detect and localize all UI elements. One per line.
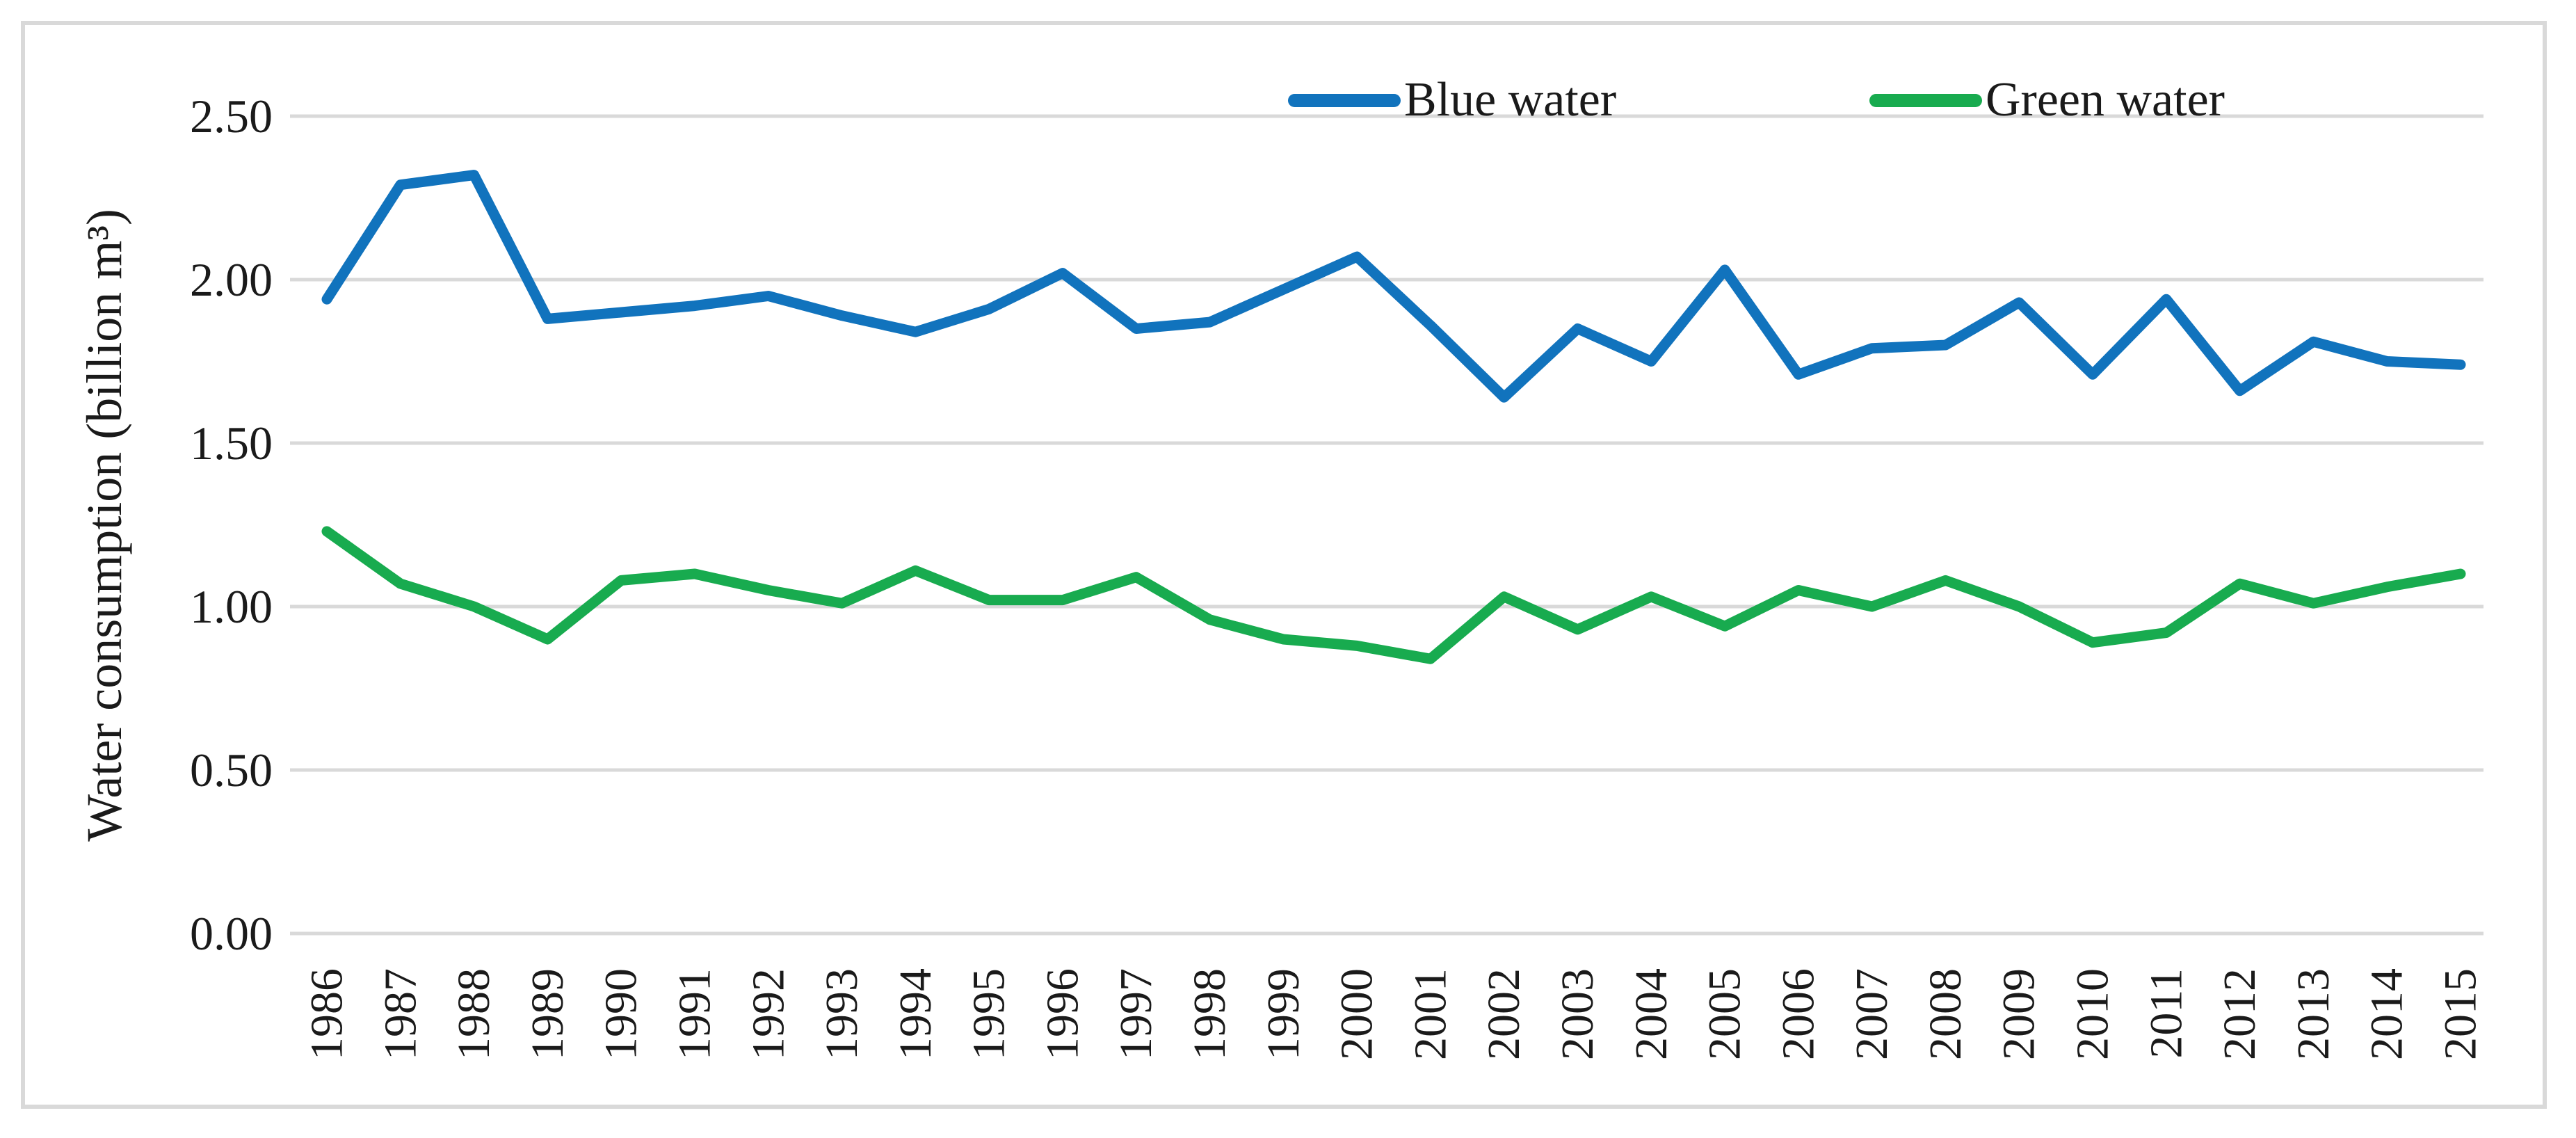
y-axis-title: Water consumption (billion m³) (77, 209, 132, 842)
x-tick-label: 1990 (596, 968, 647, 1060)
x-tick-label: 1992 (743, 968, 794, 1060)
x-tick-label: 2004 (1626, 968, 1677, 1060)
x-tick-label: 1987 (375, 968, 426, 1060)
x-tick-label: 1996 (1037, 968, 1088, 1060)
blue-water-line (321, 170, 2466, 403)
series-layer (321, 170, 2466, 664)
gridlines-layer (290, 114, 2484, 936)
y-tick-label: 0.00 (190, 907, 273, 960)
x-tick-label: 1991 (669, 968, 720, 1060)
x-tick-label: 1998 (1184, 968, 1235, 1060)
x-tick-label: 1999 (1258, 968, 1309, 1060)
x-tick-label: 2009 (1994, 968, 2045, 1060)
x-tick-label: 2000 (1332, 968, 1383, 1060)
x-tick-label: 2013 (2288, 968, 2339, 1060)
x-tick-label: 1989 (522, 968, 573, 1060)
chart-border (21, 21, 2547, 1109)
x-tick-label: 1993 (816, 968, 867, 1060)
x-tick-label: 2012 (2214, 968, 2265, 1060)
x-tick-label: 2006 (1773, 968, 1824, 1060)
green-water-line-swatch (1869, 93, 1982, 107)
y-tick-label: 1.00 (190, 580, 273, 633)
y-tick-label: 1.50 (190, 417, 273, 470)
x-tick-label: 1986 (302, 968, 353, 1060)
x-tick-label: 2011 (2141, 968, 2191, 1059)
x-tick-label: 2005 (1700, 968, 1750, 1060)
x-tick-label: 1988 (449, 968, 499, 1060)
legend-item-blue-water: Blue water (1288, 72, 1616, 128)
x-tick-label: 2010 (2068, 968, 2118, 1060)
x-tick-label: 1997 (1111, 968, 1161, 1060)
x-tick-label: 2007 (1846, 968, 1897, 1060)
y-tick-label: 2.50 (190, 90, 273, 143)
axis-labels-layer: 0.00 0.50 1.00 1.50 2.00 2.50 1986 1987 1988 1989… (190, 90, 2486, 1060)
y-tick-label: 2.00 (190, 253, 273, 306)
x-tick-label: 2014 (2362, 968, 2413, 1060)
legend-item-green-water: Green water (1869, 72, 2225, 128)
legend-label-blue-water: Blue water (1404, 73, 1617, 127)
legend-label-green-water: Green water (1986, 73, 2225, 127)
x-tick-label: 2003 (1552, 968, 1603, 1060)
x-tick-label: 2008 (1920, 968, 1971, 1060)
x-tick-label: 2002 (1479, 968, 1529, 1060)
blue-water-line-swatch (1288, 93, 1401, 107)
y-tick-label: 0.50 (190, 744, 273, 796)
x-tick-label: 1994 (890, 968, 941, 1060)
x-tick-label: 1995 (964, 968, 1015, 1060)
green-water-line (321, 526, 2466, 664)
x-tick-label: 2001 (1405, 968, 1456, 1060)
x-tick-label: 2015 (2436, 968, 2486, 1060)
